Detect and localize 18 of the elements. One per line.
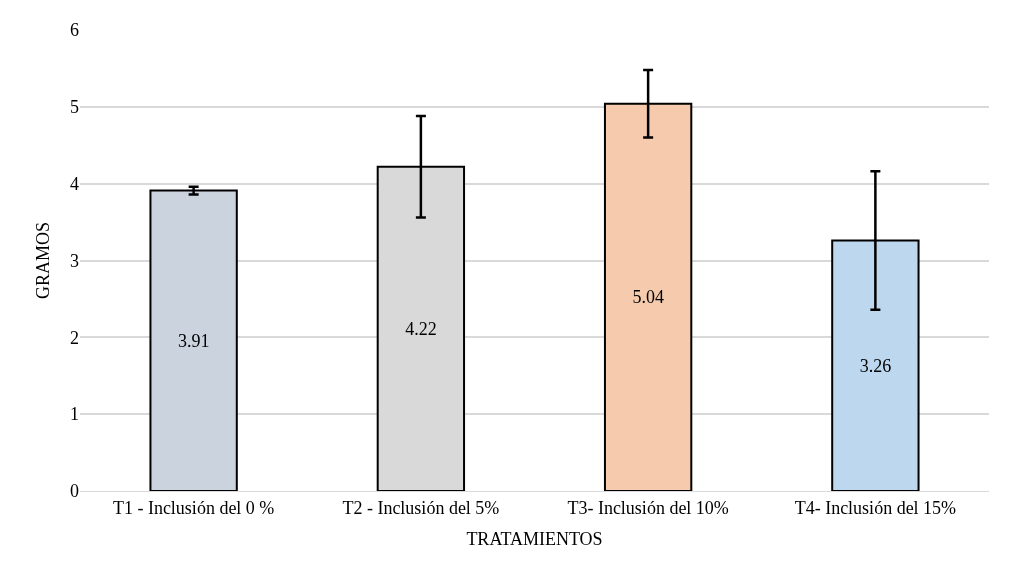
- y-tick-label: 1: [70, 404, 79, 425]
- x-tick-label: T4- Inclusión del 15%: [794, 497, 957, 518]
- y-tick-label: 4: [70, 173, 79, 194]
- data-label: 4.22: [405, 318, 437, 339]
- data-label: 3.26: [859, 355, 892, 376]
- x-tick-label: T3- Inclusión del 10%: [567, 497, 729, 518]
- bar: [149, 189, 238, 491]
- y-axis-title: GRAMOS: [33, 221, 54, 300]
- x-axis-title: TRATAMIENTOS: [466, 528, 603, 549]
- data-label: 3.91: [177, 330, 210, 351]
- y-tick-label: 6: [70, 20, 79, 41]
- y-tick-label: 5: [70, 97, 79, 118]
- y-tick-label: 0: [70, 481, 79, 502]
- y-tick-label: 3: [70, 250, 79, 271]
- data-label: 5.04: [632, 287, 664, 308]
- x-tick-label: T2 - Inclusión del 5%: [342, 497, 500, 518]
- y-tick-label: 2: [70, 327, 79, 348]
- x-tick-label: T1 - Inclusión del 0 %: [112, 497, 275, 518]
